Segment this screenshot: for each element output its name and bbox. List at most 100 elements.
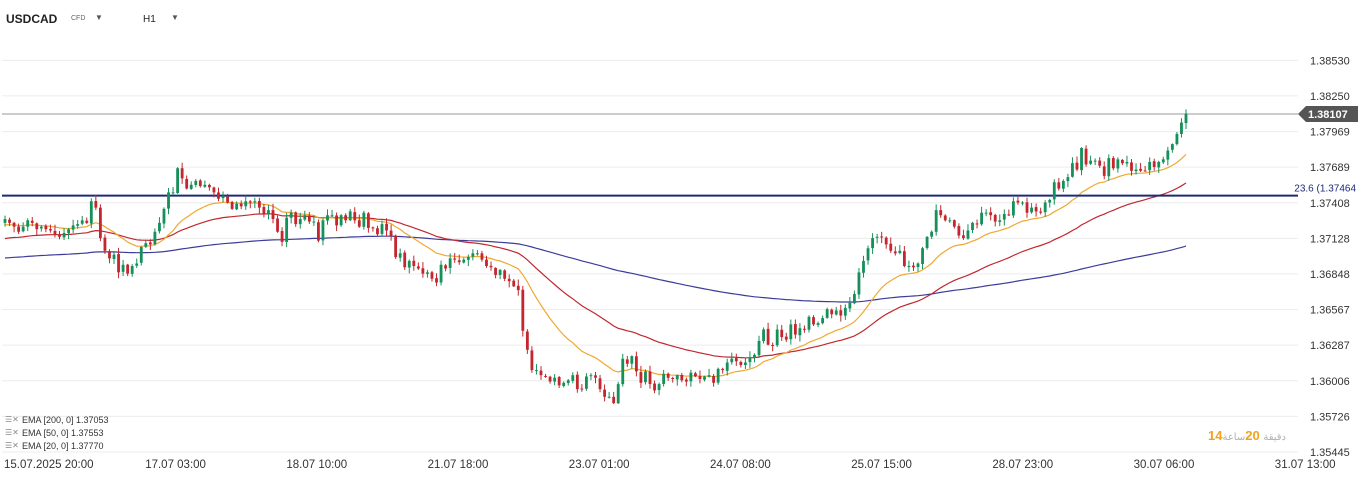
candle-body bbox=[653, 383, 656, 391]
chart-toolbar: USDCAD CFD ▼ H1 ▼ bbox=[0, 0, 1300, 38]
candle-body bbox=[1093, 160, 1097, 162]
y-tick-label: 1.36567 bbox=[1310, 305, 1350, 317]
candle-body bbox=[221, 196, 225, 199]
time-axis[interactable]: 15.07.2025 20:00 17.07 03:00 18.07 10:00 21… bbox=[4, 459, 1336, 471]
candle-body bbox=[1134, 169, 1138, 172]
candle-body bbox=[966, 230, 970, 239]
price-axis[interactable]: 1.38530 1.38250 1.37969 1.37689 1.37408 1.371… bbox=[1310, 55, 1350, 459]
candle-body bbox=[26, 220, 30, 227]
candle-body bbox=[71, 225, 75, 230]
indicator-menu-icon[interactable]: ☰✕ bbox=[5, 428, 19, 437]
candle-body bbox=[544, 375, 547, 377]
countdown-minutes-label: دقيقة bbox=[1263, 432, 1286, 443]
candle-body bbox=[843, 307, 847, 316]
y-tick-label: 1.36006 bbox=[1310, 376, 1350, 388]
candle-body bbox=[1120, 159, 1124, 164]
candle-body bbox=[1052, 182, 1056, 200]
x-tick-label: 23.07 01:00 bbox=[569, 459, 630, 471]
candle-body bbox=[912, 265, 915, 268]
candle-body bbox=[49, 229, 52, 231]
candle-body bbox=[516, 285, 520, 291]
candle-body bbox=[616, 384, 620, 404]
current-price-tag bbox=[1298, 106, 1358, 123]
candle-body bbox=[993, 214, 997, 222]
candle-body bbox=[67, 229, 71, 234]
candle-body bbox=[385, 223, 388, 231]
indicator-menu-icon[interactable]: ☰✕ bbox=[5, 441, 19, 450]
candle-body bbox=[948, 220, 952, 222]
candle-body bbox=[380, 224, 384, 234]
candle-body bbox=[1161, 159, 1165, 163]
candle-body bbox=[884, 237, 888, 245]
candle-body bbox=[921, 248, 924, 264]
ema-20-line bbox=[4, 153, 1187, 378]
candle-body bbox=[267, 210, 270, 214]
candle-body bbox=[875, 236, 879, 238]
candle-body bbox=[798, 328, 802, 336]
candle-body bbox=[480, 253, 484, 260]
candle-body bbox=[8, 219, 11, 223]
candle-body bbox=[298, 219, 302, 225]
candle-body bbox=[344, 215, 348, 221]
timeframe-dropdown-icon[interactable]: ▼ bbox=[171, 13, 179, 22]
indicator-row-ema-200[interactable]: ☰✕ EMA [200, 0] 1.37053 bbox=[5, 413, 109, 426]
candle-body bbox=[775, 329, 779, 346]
candle-body bbox=[239, 203, 243, 207]
candle-body bbox=[898, 250, 902, 254]
candle-body bbox=[217, 192, 220, 199]
symbol-name[interactable]: USDCAD bbox=[6, 12, 58, 26]
candle-body bbox=[289, 212, 293, 218]
candle-body bbox=[444, 265, 448, 269]
candle-body bbox=[30, 220, 34, 223]
timeframe-selector[interactable]: H1 bbox=[143, 14, 156, 25]
candle-body bbox=[839, 310, 843, 316]
candle-body bbox=[512, 280, 516, 287]
candle-body bbox=[280, 231, 284, 242]
ema-200-line bbox=[4, 235, 1187, 303]
candle-body bbox=[1170, 144, 1174, 150]
candle-body bbox=[130, 266, 134, 274]
candle-body bbox=[566, 380, 570, 384]
candle-body bbox=[85, 220, 89, 223]
candle-body bbox=[371, 227, 375, 229]
indicator-label: EMA [20, 0] 1.37770 bbox=[22, 440, 104, 451]
candle-body bbox=[230, 201, 234, 209]
candle-body bbox=[307, 215, 311, 222]
indicator-row-ema-20[interactable]: ☰✕ EMA [20, 0] 1.37770 bbox=[5, 439, 109, 452]
candle-body bbox=[498, 269, 502, 275]
ema-50-line bbox=[4, 182, 1187, 359]
ema50-path bbox=[4, 182, 1187, 359]
candle-body bbox=[1002, 213, 1006, 220]
candle-body bbox=[712, 375, 716, 383]
candle-body bbox=[58, 234, 61, 237]
fibonacci-label: 23.6 (1.37464 bbox=[1294, 184, 1356, 195]
candle-body bbox=[80, 220, 84, 224]
candle-body bbox=[321, 220, 325, 241]
candle-body bbox=[271, 210, 275, 220]
candle-body bbox=[525, 331, 529, 350]
indicator-menu-icon[interactable]: ☰✕ bbox=[5, 415, 19, 424]
candle-body bbox=[348, 211, 352, 221]
x-tick-label: 21.07 18:00 bbox=[428, 459, 489, 471]
indicator-label: EMA [200, 0] 1.37053 bbox=[22, 414, 109, 425]
candle-body bbox=[694, 373, 697, 377]
candle-body bbox=[394, 235, 398, 258]
candle-body bbox=[1111, 158, 1115, 169]
candle-body bbox=[1098, 160, 1102, 166]
candle-body bbox=[3, 219, 7, 223]
candle-body bbox=[971, 222, 974, 230]
candle-body bbox=[662, 373, 666, 384]
candle-body bbox=[416, 266, 420, 269]
candle-body bbox=[489, 265, 493, 268]
candle-body bbox=[185, 178, 189, 189]
candle-body bbox=[671, 377, 675, 380]
symbol-dropdown-icon[interactable]: ▼ bbox=[95, 13, 103, 22]
indicator-row-ema-50[interactable]: ☰✕ EMA [50, 0] 1.37553 bbox=[5, 426, 109, 439]
candle-body bbox=[753, 354, 756, 358]
candle-body bbox=[135, 263, 139, 266]
candle-body bbox=[848, 302, 852, 309]
candle-body bbox=[957, 225, 961, 236]
candle-body bbox=[262, 207, 266, 214]
candle-body bbox=[153, 231, 157, 245]
